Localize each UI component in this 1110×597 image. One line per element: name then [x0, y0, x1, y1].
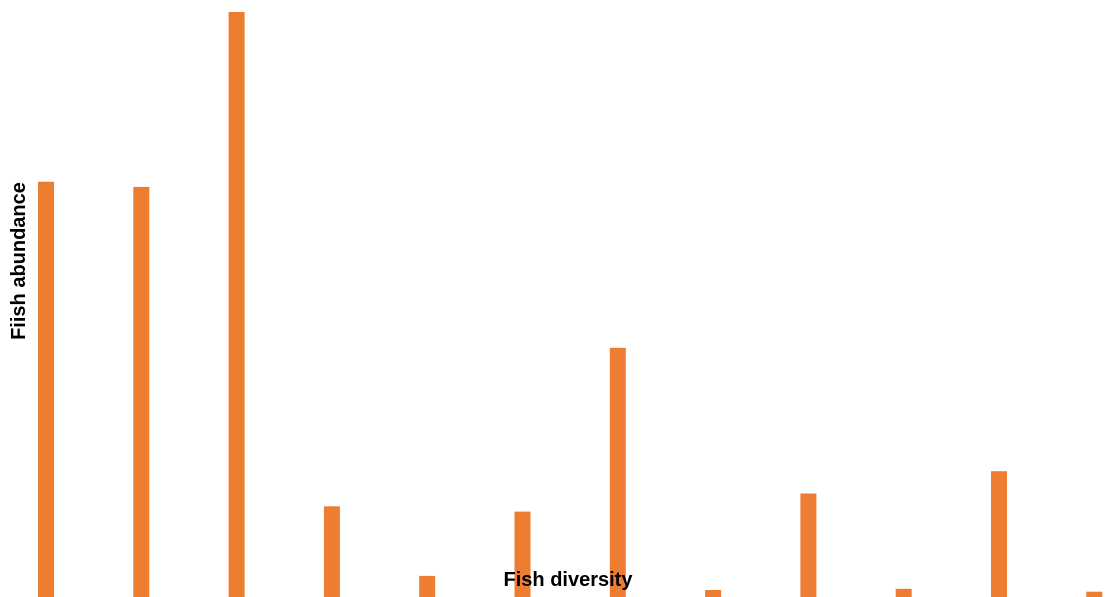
bar: [133, 186, 150, 597]
x-axis-title: Fish diversity: [504, 569, 634, 591]
bar: [609, 347, 626, 597]
bar: [895, 588, 912, 597]
bar: [38, 181, 54, 597]
bar: [419, 575, 436, 597]
bars-group: [38, 12, 1103, 597]
bar: [1086, 591, 1103, 597]
bar: [323, 506, 340, 597]
bar: [991, 471, 1007, 597]
bar: [800, 493, 817, 597]
bar: [228, 12, 245, 597]
bar: [705, 590, 722, 597]
bar: [514, 511, 531, 597]
y-axis-title: Fiish abundance: [8, 182, 30, 340]
